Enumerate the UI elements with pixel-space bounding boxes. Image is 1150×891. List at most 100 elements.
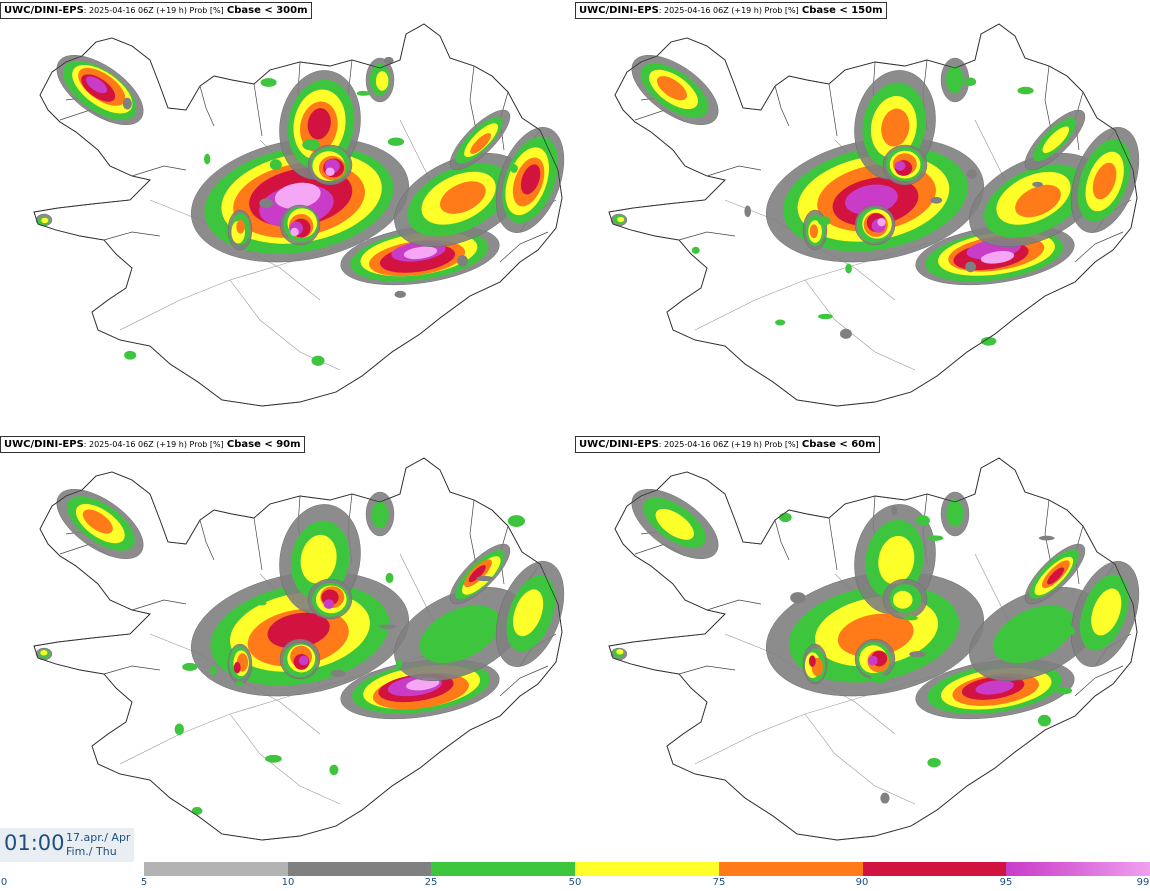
probability-area [1092, 162, 1117, 200]
colorbar-tick-label: 50 [568, 877, 582, 888]
probability-spot [744, 205, 751, 218]
probability-spot [818, 313, 833, 320]
probability-spot [329, 764, 339, 776]
panel-title: UWC/DINI-EPS: 2025-04-16 06Z (+19 h) Pro… [0, 436, 305, 453]
probability-spot [891, 505, 898, 516]
probability-area [233, 661, 241, 674]
probability-area [993, 605, 1075, 664]
probability-spot [269, 159, 282, 171]
probability-area [520, 164, 541, 195]
probability-spot [378, 624, 397, 629]
colorbar-tick-label: 99 [1136, 877, 1150, 888]
probability-area [513, 589, 544, 637]
valid-date: 17.apr./ Apr Fim./ Thu [66, 831, 130, 859]
fjord-line [469, 499, 477, 565]
fjord-line [103, 665, 161, 675]
probability-spot [1058, 625, 1075, 637]
probability-spot [870, 674, 888, 683]
fjord-line [828, 83, 838, 137]
probability-spot [260, 78, 277, 87]
probability-area [40, 650, 48, 656]
probability-area [82, 509, 113, 534]
probability-area [290, 227, 299, 237]
probability-area [892, 590, 913, 609]
iceland-map [608, 457, 1140, 841]
probability-spot [930, 196, 943, 204]
probability-area [41, 217, 49, 224]
boundary-line [804, 713, 916, 805]
fjord-line [774, 85, 790, 127]
probability-spot [965, 261, 976, 273]
probability-spot [387, 137, 405, 146]
coastline-overlay [33, 23, 563, 407]
probability-area [307, 108, 331, 140]
probability-area [1015, 184, 1061, 218]
probability-spot [476, 575, 494, 582]
probability-area [406, 677, 440, 691]
map-panel-60m: UWC/DINI-EPS: 2025-04-16 06Z (+19 h) Pro… [575, 434, 1150, 871]
probability-spot [1038, 535, 1055, 541]
fjord-line [131, 165, 187, 177]
probability-spot [457, 255, 469, 267]
probability-spot [210, 665, 217, 676]
probability-area [274, 182, 321, 209]
boundary-line [804, 279, 916, 371]
fjord-line [253, 517, 263, 571]
probability-spot [356, 90, 371, 96]
probability-spot [235, 681, 244, 687]
probability-area [975, 680, 1014, 695]
iceland-map [608, 23, 1140, 407]
fjord-line [774, 519, 790, 561]
colorbar-tick-label: 90 [855, 877, 869, 888]
probability-spot [909, 651, 926, 658]
probability-spot [691, 246, 700, 254]
fjord-line [1074, 231, 1124, 263]
probability-spot [385, 572, 394, 584]
probability-spot [204, 153, 211, 165]
colorbar-class [287, 862, 432, 876]
probability-spot [383, 56, 394, 65]
probability-area [809, 224, 819, 239]
probability-area [868, 655, 878, 666]
probability-spot [845, 263, 852, 274]
valid-time-box: 01:00 17.apr./ Apr Fim./ Thu [0, 828, 134, 862]
probability-area [656, 76, 687, 101]
probability-spot [966, 169, 977, 180]
probability-area [808, 655, 816, 667]
probability-area [323, 599, 335, 609]
fjord-line [253, 83, 263, 137]
probability-area [439, 181, 486, 214]
panel-title: UWC/DINI-EPS: 2025-04-16 06Z (+19 h) Pro… [0, 2, 312, 19]
fjord-line [131, 599, 187, 611]
probability-area [946, 499, 964, 527]
fjord-line [678, 231, 736, 241]
probability-spot [1032, 181, 1043, 187]
probability-spot [256, 601, 267, 606]
probability-area [1042, 126, 1070, 154]
probability-area [267, 612, 330, 649]
fjord-line [499, 665, 549, 697]
probability-area [845, 184, 898, 215]
colorbar-tick-label: 75 [712, 877, 726, 888]
colorbar-tick-label: 10 [281, 877, 295, 888]
probability-spot [1017, 86, 1034, 95]
probability-spot [302, 139, 320, 151]
probability-spot [778, 512, 792, 523]
probability-area [375, 71, 389, 91]
probability-spot [122, 97, 132, 110]
probability-area [946, 66, 964, 94]
probability-spot [394, 290, 406, 298]
probability-spot [330, 669, 346, 678]
probability-area [894, 161, 906, 171]
iceland-map [33, 457, 565, 841]
iceland-map [33, 23, 565, 407]
probability-spot [174, 723, 184, 736]
probability-area [325, 167, 335, 177]
fjord-line [828, 517, 838, 571]
coastline-overlay [33, 457, 563, 841]
colorbar-class [1006, 862, 1150, 876]
fjord-line [1044, 65, 1052, 131]
probability-spot [980, 336, 997, 346]
probability-spot [903, 615, 918, 621]
colorbar-class [431, 862, 576, 876]
